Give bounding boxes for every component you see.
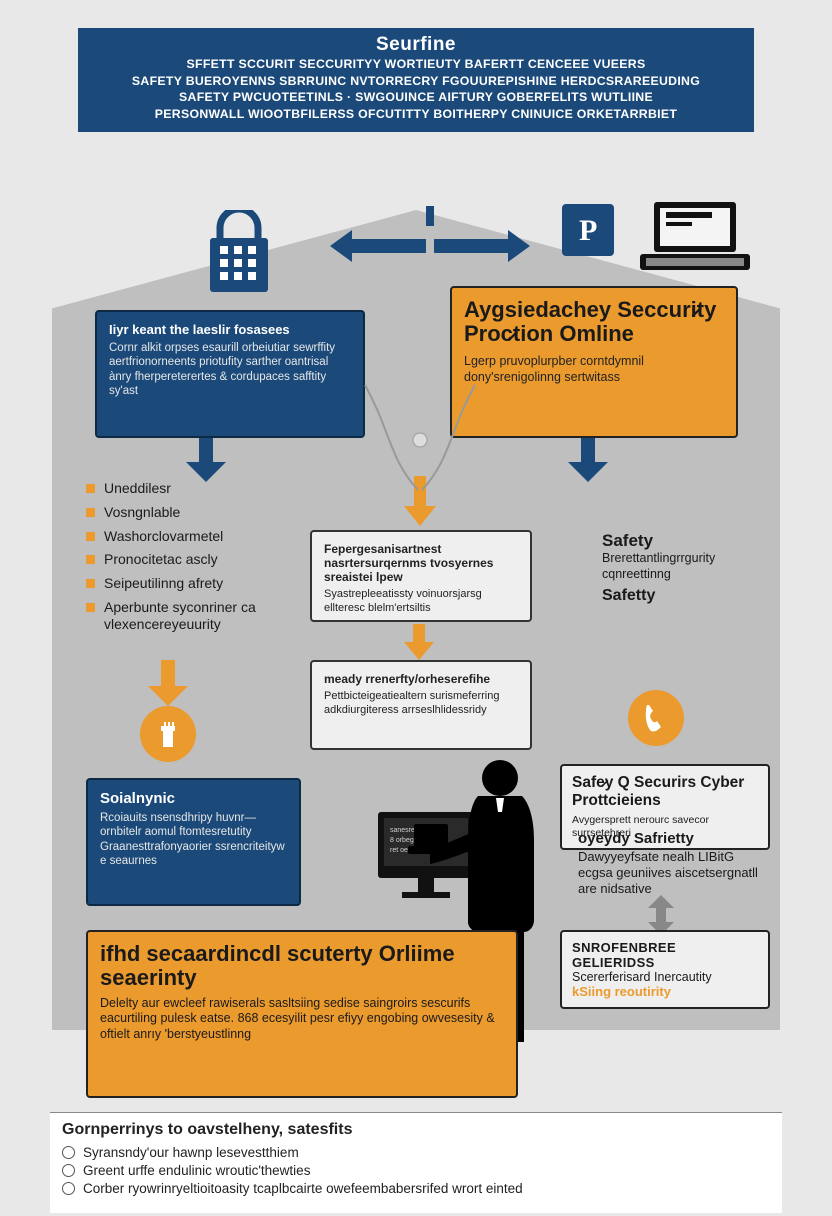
bullet-icon	[86, 532, 95, 541]
panel-title: Safe̷y Q Securirs Cyber Prottcieiens	[572, 774, 758, 810]
footer-item-label: Greent urffe endulinic wroutic'thewties	[83, 1163, 310, 1178]
panel-title: Soialnynic	[100, 790, 287, 807]
panel-title: ifhd secaardincdl scuterty Orliime seaer…	[100, 942, 504, 990]
panel-line: kSiing reoutirity	[572, 984, 758, 999]
label-title: Safety	[602, 530, 752, 551]
list-item-label: Aperbunte syconriner ca vlexencereyeuuri…	[104, 599, 341, 633]
list-item: Pronocitetac ascly	[86, 551, 341, 568]
panel-title: Fepergesanisartnest nasrtersurqernms tvo…	[324, 542, 518, 584]
panel-center-2: meady rrenerfty/orheserefihe Pettbicteig…	[310, 660, 532, 750]
panel-title: Aygsiedachey Seccuri̷ty Proc̷tion Omline	[464, 298, 724, 346]
right-label-2: oyeydy Safrietty Dawyyeyfsate nealh LIBi…	[578, 830, 768, 898]
header-banner: Seurfine SFFETT SCCURIT SECCURITYY WORTI…	[78, 28, 754, 132]
footer-item-label: Syransndy'our hawnp lesevestthiem	[83, 1145, 299, 1160]
label-title: Safetty	[602, 586, 752, 606]
list-item: Washorclovarmetel	[86, 528, 341, 545]
bullet-icon	[86, 555, 95, 564]
footer-heading: Gornperrinys to oavstelheny, satesfits	[62, 1121, 770, 1139]
panel-line: Scererferisard Inercautity	[572, 970, 758, 984]
list-item-label: Washorclovarmetel	[104, 528, 223, 545]
list-item-label: Uneddilesr	[104, 480, 171, 497]
panel-body: Pettbicteigeatiealtern surismeferring ad…	[324, 690, 518, 718]
right-label-1: Safety Brerettantlingrrgurity cqnreettin…	[602, 530, 752, 606]
arrow-down-icon	[568, 438, 608, 482]
laptop-icon	[640, 198, 750, 281]
list-item-label: Seipeutilinng afrety	[104, 575, 223, 592]
bullet-icon	[86, 484, 95, 493]
bullet-icon	[86, 579, 95, 588]
footer-item: Greent urffe endulinic wroutic'thewties	[62, 1163, 770, 1178]
bidirectional-arrow-icon	[330, 206, 530, 281]
panel-left-1: Iiyr keant the laeslir fosasees Cornr al…	[95, 310, 365, 438]
footer: Gornperrinys to oavstelheny, satesfits S…	[50, 1112, 782, 1213]
list-item-label: Vosngnlable	[104, 504, 180, 521]
footer-item: Syransndy'our hawnp lesevestthiem	[62, 1145, 770, 1160]
label-body: Dawyyeyfsate nealh LIBitG ecgsa geuniive…	[578, 849, 768, 898]
panel-bottom: ifhd secaardincdl scuterty Orliime seaer…	[86, 930, 518, 1098]
list-item: Aperbunte syconriner ca vlexencereyeuuri…	[86, 599, 341, 633]
banner-title: Seurfine	[88, 34, 744, 56]
bullet-list: Uneddilesr Vosngnlable Washorclovarmetel…	[86, 480, 341, 640]
panel-line: SNROFENBREE GELIERIDSS	[572, 940, 758, 970]
panel-left-2: Soialnynic Rcoiauits nsensdhripy huvnr— …	[86, 778, 301, 906]
panel-body: Delelty aur ewcleef rawiserals sasltsiin…	[100, 996, 504, 1043]
list-item-label: Pronocitetac ascly	[104, 551, 218, 568]
p-badge-icon: P	[562, 204, 614, 256]
panel-center-1: Fepergesanisartnest nasrtersurqernms tvo…	[310, 530, 532, 622]
bullet-icon	[86, 603, 95, 612]
arrow-down-icon	[148, 660, 188, 706]
svg-text:P: P	[579, 214, 597, 247]
panel-right-1: Aygsiedachey Seccuri̷ty Proc̷tion Omline…	[450, 286, 738, 438]
footer-item: Corber ryowrinryeltioitoasity tcaplbcair…	[62, 1181, 770, 1196]
list-item: Uneddilesr	[86, 480, 341, 497]
connector-lines	[360, 380, 480, 500]
label-sub: Brerettantlingrrgurity cqnreettinng	[602, 551, 752, 582]
circle-phone-icon	[628, 690, 684, 746]
panel-body: Cornr alkit orpses esaurill orbeiutiar s…	[109, 341, 351, 399]
arrow-down-icon	[186, 438, 226, 482]
infographic-page: Seurfine SFFETT SCCURIT SECCURITYY WORTI…	[0, 0, 832, 1216]
arrow-updown-icon	[648, 895, 674, 935]
label-title: oyeydy Safrietty	[578, 830, 768, 849]
bullet-icon	[86, 508, 95, 517]
banner-line: SAFETY PWCUOTEETINLS · SWGOUINCE AIFTURY…	[88, 89, 744, 106]
circle-brush-icon	[140, 706, 196, 762]
banner-line: PERSONWALL WIOOTBFILERSS OFCUTITTY BOITH…	[88, 106, 744, 123]
circle-bullet-icon	[62, 1164, 75, 1177]
banner-line: SAFETY BUEROYENNS SBRRUINC NVTORRECRY FG…	[88, 73, 744, 90]
panel-body: Rcoiauits nsensdhripy huvnr— ornbitelr a…	[100, 811, 287, 869]
lock-keypad-icon	[200, 210, 278, 305]
panel-body: Syastrepleeatissty voinuorsjarsg elltere…	[324, 588, 518, 616]
banner-line: SFFETT SCCURIT SECCURITYY WORTIEUTY BAFE…	[88, 56, 744, 73]
footer-item-label: Corber ryowrinryeltioitoasity tcaplbcair…	[83, 1181, 523, 1196]
panel-body: Lgerp pruvoplurpber corntdymnil dony'sre…	[464, 354, 724, 385]
panel-title: Iiyr keant the laeslir fosasees	[109, 322, 351, 337]
panel-right-3: SNROFENBREE GELIERIDSS Scererferisard In…	[560, 930, 770, 1009]
circle-bullet-icon	[62, 1146, 75, 1159]
list-item: Vosngnlable	[86, 504, 341, 521]
panel-title: meady rrenerfty/orheserefihe	[324, 672, 518, 686]
list-item: Seipeutilinng afrety	[86, 575, 341, 592]
circle-bullet-icon	[62, 1182, 75, 1195]
arrow-down-icon	[404, 624, 434, 660]
